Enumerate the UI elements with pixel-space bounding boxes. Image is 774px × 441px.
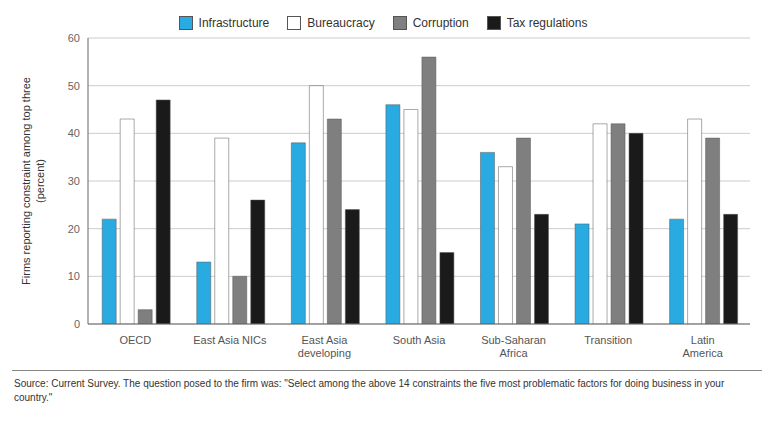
svg-text:Firms reporting constraint amo: Firms reporting constraint among top thr… — [20, 77, 46, 285]
svg-text:0: 0 — [74, 318, 80, 330]
svg-text:LatinAmerica: LatinAmerica — [683, 334, 724, 359]
svg-text:East Asiadeveloping: East Asiadeveloping — [298, 334, 351, 359]
svg-text:10: 10 — [68, 270, 80, 282]
html-text:Source: Current Survey. The qu: Source: Current Survey. The question pos… — [14, 378, 725, 403]
svg-text:20: 20 — [68, 223, 80, 235]
html-text:Tax regulations: Tax regulations — [506, 16, 588, 30]
svg-text:40: 40 — [68, 127, 80, 139]
svg-text:30: 30 — [68, 175, 80, 187]
html-text:Corruption: Corruption — [412, 16, 469, 30]
svg-text:OECD: OECD — [119, 334, 151, 346]
svg-text:East Asia NICs: East Asia NICs — [193, 334, 267, 346]
html-text:Bureaucracy: Bureaucracy — [307, 16, 375, 30]
svg-text:Transition: Transition — [584, 334, 632, 346]
svg-text:60: 60 — [68, 32, 80, 44]
html-text:Infrastructure: Infrastructure — [198, 16, 270, 30]
svg-text:Sub-SaharanAfrica: Sub-SaharanAfrica — [481, 334, 546, 359]
svg-text:50: 50 — [68, 80, 80, 92]
svg-text:South Asia: South Asia — [393, 334, 446, 346]
